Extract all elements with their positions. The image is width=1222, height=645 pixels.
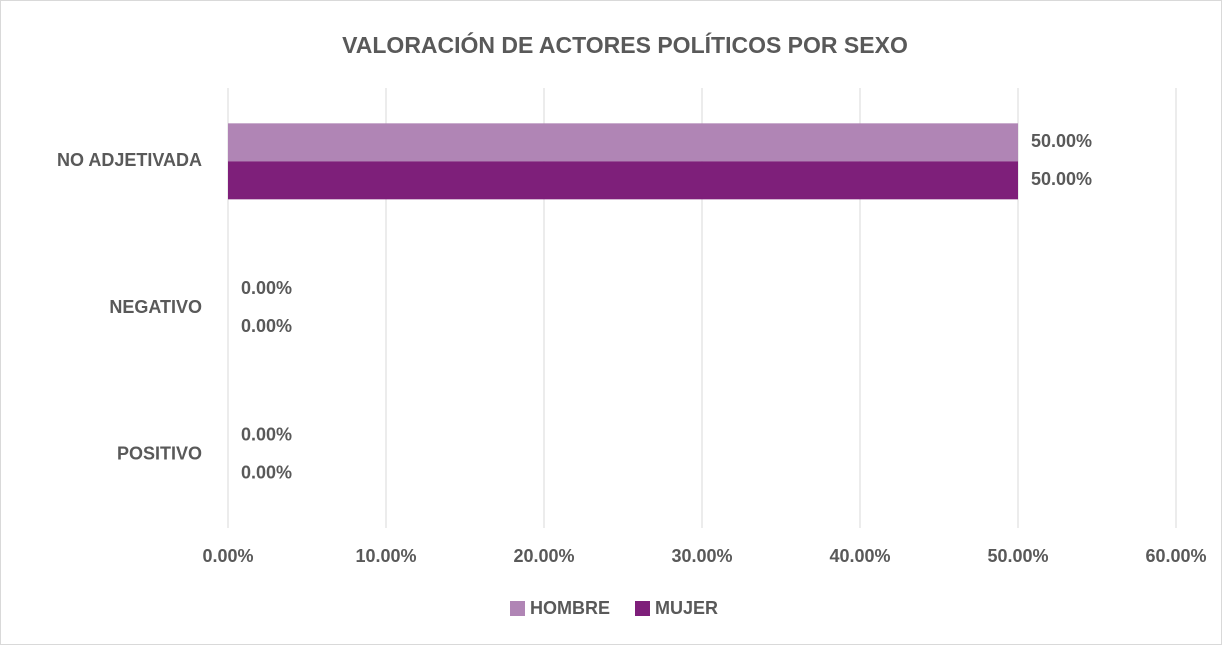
chart-title: VALORACIÓN DE ACTORES POLÍTICOS POR SEXO: [342, 31, 908, 58]
x-tick-label: 50.00%: [987, 546, 1048, 566]
legend-label: HOMBRE: [530, 598, 610, 618]
data-label: 0.00%: [241, 316, 292, 336]
legend-swatch: [510, 601, 525, 616]
y-tick-label: POSITIVO: [117, 443, 202, 463]
y-tick-label: NO ADJETIVADA: [57, 150, 202, 170]
x-tick-label: 40.00%: [829, 546, 890, 566]
y-tick-label: NEGATIVO: [109, 297, 202, 317]
bar: [228, 161, 1018, 200]
x-tick-label: 0.00%: [202, 546, 253, 566]
x-tick-label: 20.00%: [513, 546, 574, 566]
data-label: 50.00%: [1031, 131, 1092, 151]
data-label: 0.00%: [241, 462, 292, 482]
legend-swatch: [635, 601, 650, 616]
x-tick-label: 30.00%: [671, 546, 732, 566]
data-label: 0.00%: [241, 424, 292, 444]
x-tick-label: 60.00%: [1145, 546, 1206, 566]
data-label: 50.00%: [1031, 169, 1092, 189]
bar: [228, 123, 1018, 162]
data-label: 0.00%: [241, 278, 292, 298]
x-tick-label: 10.00%: [355, 546, 416, 566]
legend-label: MUJER: [655, 598, 718, 618]
